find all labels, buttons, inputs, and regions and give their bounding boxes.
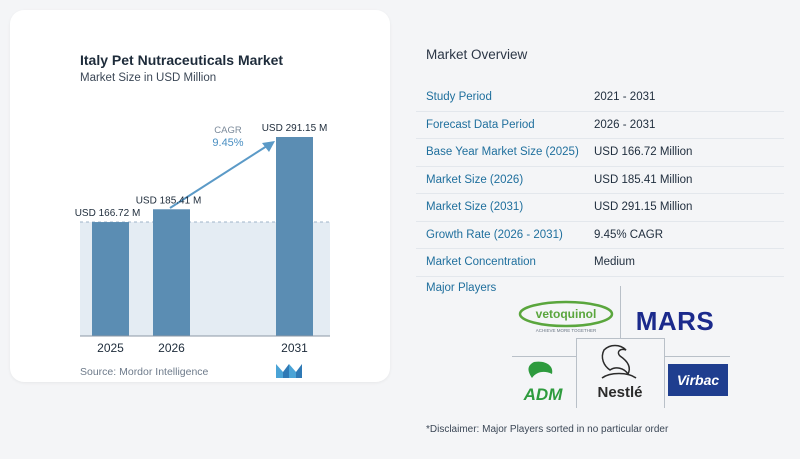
mars-logo: MARS bbox=[630, 304, 720, 338]
overview-table: Study Period 2021 - 2031 Forecast Data Pe… bbox=[416, 84, 784, 277]
x-tick-2031: 2031 bbox=[281, 341, 308, 355]
logo-divider bbox=[664, 356, 730, 357]
row-label: Base Year Market Size (2025) bbox=[426, 146, 579, 159]
row-value: 2021 - 2031 bbox=[594, 91, 656, 104]
data-label-2031: USD 291.15 M bbox=[262, 123, 328, 134]
bird-nest-icon bbox=[601, 344, 631, 376]
mars-text: MARS bbox=[635, 305, 715, 336]
data-label-2025: USD 166.72 M bbox=[75, 208, 141, 219]
logo-divider bbox=[576, 338, 664, 339]
adm-logo: ADM bbox=[512, 360, 574, 404]
row-label: Study Period bbox=[426, 91, 492, 104]
chart-title: Italy Pet Nutraceuticals Market bbox=[80, 52, 284, 68]
row-label: Market Concentration bbox=[426, 256, 536, 269]
mordor-logo-icon bbox=[276, 364, 302, 378]
bar-2026 bbox=[153, 209, 190, 336]
row-value: Medium bbox=[594, 256, 635, 269]
cagr-value: 9.45% bbox=[212, 137, 243, 149]
bar-2025 bbox=[92, 222, 129, 336]
table-row: Study Period 2021 - 2031 bbox=[416, 84, 784, 112]
table-row: Market Size (2031) USD 291.15 Million bbox=[416, 194, 784, 222]
overview-title: Market Overview bbox=[426, 47, 528, 62]
data-label-2026: USD 185.41 M bbox=[136, 195, 202, 206]
table-row: Base Year Market Size (2025) USD 166.72 M… bbox=[416, 139, 784, 167]
row-value: 9.45% CAGR bbox=[594, 228, 664, 241]
disclaimer-text: *Disclaimer: Major Players sorted in no … bbox=[426, 424, 669, 435]
adm-text: ADM bbox=[523, 385, 564, 404]
major-players-title: Major Players bbox=[426, 282, 497, 294]
vetoquinol-tagline: ACHIEVE MORE TOGETHER bbox=[536, 328, 597, 333]
row-label: Market Size (2026) bbox=[426, 173, 524, 186]
cagr-arrow bbox=[169, 143, 271, 209]
chart-subtitle: Market Size in USD Million bbox=[80, 72, 217, 84]
row-label: Growth Rate (2026 - 2031) bbox=[426, 228, 563, 241]
virbac-logo: Virbac bbox=[668, 364, 728, 396]
table-row: Market Size (2026) USD 185.41 Million bbox=[416, 167, 784, 194]
table-row: Forecast Data Period 2026 - 2031 bbox=[416, 112, 784, 139]
row-value: USD 185.41 Million bbox=[594, 173, 693, 186]
logo-divider bbox=[512, 356, 576, 357]
nestle-text: Nestlé bbox=[597, 384, 642, 401]
row-label: Forecast Data Period bbox=[426, 118, 535, 131]
row-value: 2026 - 2031 bbox=[594, 118, 656, 131]
bar-chart: CAGR 9.45% USD 166.72 M 2025 USD 185.41 M 2… bbox=[75, 123, 330, 355]
x-tick-2025: 2025 bbox=[97, 341, 124, 355]
nestle-logo: Nestlé bbox=[580, 342, 660, 404]
row-value: USD 291.15 Million bbox=[594, 201, 693, 214]
virbac-text: Virbac bbox=[676, 372, 720, 388]
table-row: Market Concentration Medium bbox=[416, 249, 784, 277]
row-label: Market Size (2031) bbox=[426, 201, 524, 214]
cagr-label: CAGR bbox=[214, 125, 242, 136]
vetoquinol-logo: vetoquinol ACHIEVE MORE TOGETHER bbox=[516, 298, 616, 334]
table-row: Growth Rate (2026 - 2031) 9.45% CAGR bbox=[416, 222, 784, 249]
x-tick-2026: 2026 bbox=[158, 341, 185, 355]
leaf-icon bbox=[528, 361, 553, 378]
bar-2031 bbox=[276, 137, 313, 336]
source-text: Source: Mordor Intelligence bbox=[80, 366, 209, 378]
row-value: USD 166.72 Million bbox=[594, 146, 693, 159]
logo-divider bbox=[620, 286, 621, 338]
cagr-arrow-head bbox=[262, 141, 275, 152]
logo-divider bbox=[576, 338, 577, 408]
vetoquinol-text: vetoquinol bbox=[536, 307, 597, 321]
logo-divider bbox=[664, 338, 665, 408]
